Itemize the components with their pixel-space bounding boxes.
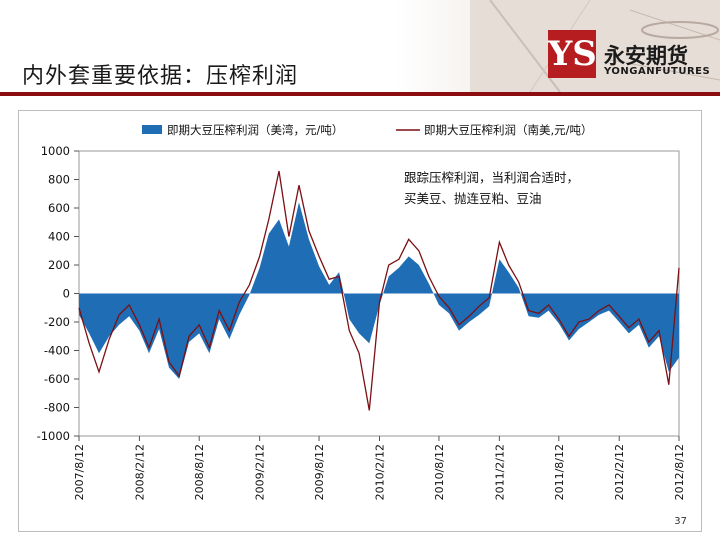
x-tick-label: 2007/8/12 [73,444,86,500]
y-tick-label: -400 [44,344,70,358]
x-tick-label: 2011/8/12 [553,444,566,500]
x-tick-label: 2010/8/12 [433,444,446,500]
header-band [0,92,720,96]
series-line-south-america [78,170,680,411]
company-name-en: YONGANFUTURES [604,66,711,77]
x-tick-label: 2009/8/12 [313,444,326,500]
slide-header: 内外套重要依据：压榨利润 YS 永安期货 YONGANFUTURES [0,0,720,95]
company-name: 永安期货 [604,44,688,68]
x-tick-label: 2012/8/12 [673,444,686,500]
y-tick-label: 200 [48,258,70,272]
x-tick-label: 2008/2/12 [133,444,146,500]
y-tick-label: 0 [63,287,70,301]
y-tick-label: -600 [44,372,70,386]
y-tick-label: 600 [48,201,70,215]
legend-label-south-america: 即期大豆压榨利润（南美,元/吨） [424,123,593,137]
y-tick-label: 400 [48,230,70,244]
legend-label-us-gulf: 即期大豆压榨利润（美湾，元/吨） [167,123,343,137]
y-tick-label: -1000 [37,429,70,443]
y-tick-label: 1000 [41,144,70,158]
annotation-line-2: 买美豆、抛连豆粕、豆油 [404,191,542,206]
slide-title: 内外套重要依据：压榨利润 [22,64,299,89]
x-tick-label: 2012/2/12 [613,444,626,500]
legend-swatch-us-gulf [142,125,162,134]
x-tick-label: 2010/2/12 [373,444,386,500]
crush-margin-chart: 1000 800 600 400 200 0 -200 -400 -600 -800 -1000 2… [37,123,686,500]
x-tick-label: 2011/2/12 [493,444,506,500]
chart-panel: 1000 800 600 400 200 0 -200 -400 -600 -800 -1000 2… [18,110,702,532]
y-tick-label: 800 [48,173,70,187]
x-tick-label: 2008/8/12 [193,444,206,500]
y-tick-label: -200 [44,315,70,329]
annotation-line-1: 跟踪压榨利润，当利润合适时， [404,170,579,185]
page-number: 37 [674,516,687,527]
x-tick-label: 2009/2/12 [254,444,267,500]
series-area-us-gulf [79,202,679,379]
company-logo-icon: YS [548,30,597,78]
y-tick-label: -800 [44,401,70,415]
